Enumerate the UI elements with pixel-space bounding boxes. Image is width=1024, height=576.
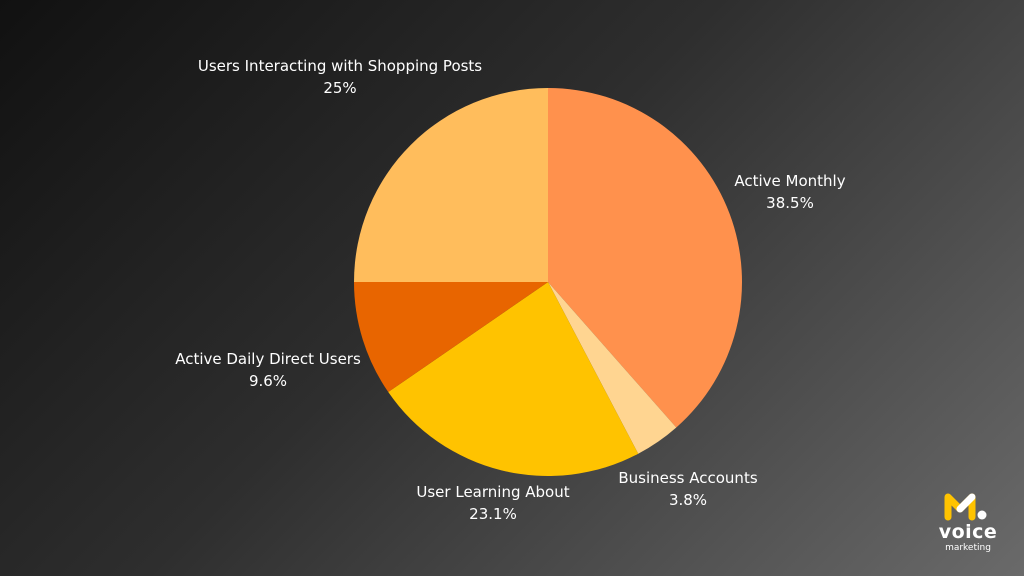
slice-label-3: Active Daily Direct Users [175,350,361,368]
pie-slice-2 [388,282,639,476]
slice-label-1: Business Accounts [618,469,757,487]
logo-subtitle: marketing [945,543,991,553]
slice-label-0: Active Monthly [734,172,845,190]
m-letter-icon [944,493,987,521]
slice-value-1: 3.8% [669,491,707,509]
slice-value-3: 9.6% [249,372,287,390]
slice-label-2: User Learning About [416,483,569,501]
pie-slice-0 [548,88,742,428]
pie-slice-1 [548,282,677,454]
pie-slice-4 [354,88,548,282]
pie-slice-3 [354,282,548,393]
slice-value-0: 38.5% [766,194,814,212]
logo-wordmark: voice [938,521,998,543]
pie-slices [354,88,742,476]
pie-labels: Active Monthly 38.5% Business Accounts 3.8%… [175,57,846,523]
slice-value-2: 23.1% [469,505,517,523]
slice-label-4: Users Interacting with Shopping Posts [198,57,482,75]
slice-value-4: 25% [323,79,356,97]
